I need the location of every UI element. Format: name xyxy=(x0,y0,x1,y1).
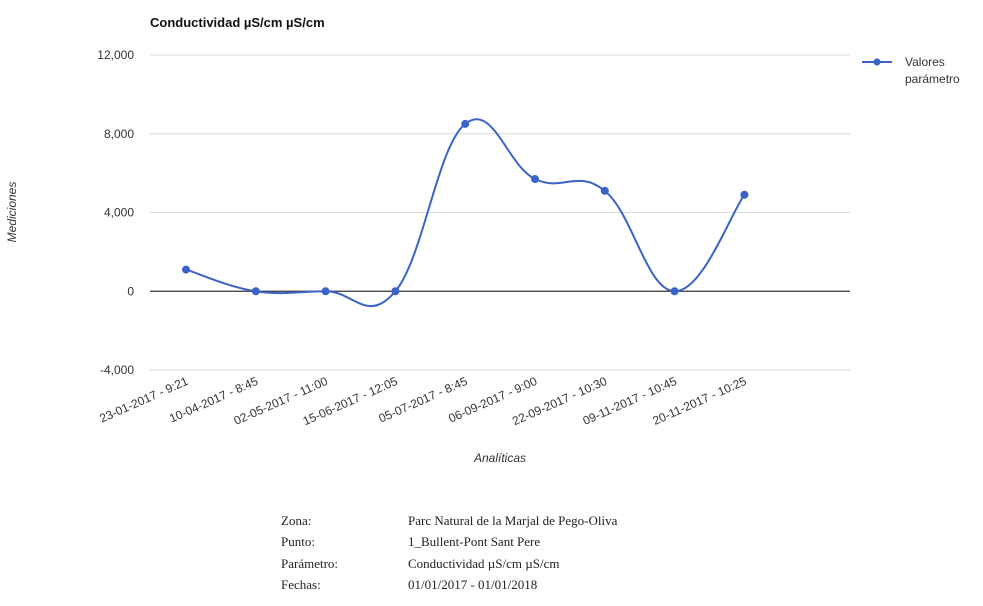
data-point xyxy=(670,287,679,296)
info-row: Zona: Parc Natural de la Marjal de Pego-O… xyxy=(281,510,617,532)
info-label: Parámetro: xyxy=(281,555,339,571)
info-row: Punto: 1_Bullent-Pont Sant Pere xyxy=(281,532,617,554)
data-point xyxy=(321,287,330,296)
data-point xyxy=(600,186,609,195)
y-tick-label: 12,000 xyxy=(97,48,134,62)
info-value: Parc Natural de la Marjal de Pego-Oliva xyxy=(408,512,618,528)
chart-title: Conductividad µS/cm µS/cm xyxy=(150,15,325,30)
info-table: Zona: Parc Natural de la Marjal de Pego-O… xyxy=(281,510,617,596)
info-row: Parámetro: Conductividad µS/cm µS/cm xyxy=(281,553,617,575)
legend-label: Valores parámetro xyxy=(905,55,960,86)
info-value: Conductividad µS/cm µS/cm xyxy=(408,555,560,571)
y-tick-label: 4,000 xyxy=(104,206,134,220)
info-label: Fechas: xyxy=(281,577,321,593)
grid-lines xyxy=(150,54,850,371)
series-line-layer xyxy=(182,118,749,308)
y-tick-label: 0 xyxy=(127,284,134,298)
y-tick-label: -4,000 xyxy=(100,363,134,377)
data-point xyxy=(182,265,190,274)
info-row: Fechas: 01/01/2017 - 01/01/2018 xyxy=(281,575,617,597)
info-label: Punto: xyxy=(281,534,315,550)
legend[interactable]: Valores parámetro xyxy=(862,55,960,86)
x-axis-title: Analíticas xyxy=(473,451,526,465)
info-value: 1_Bullent-Pont Sant Pere xyxy=(408,534,541,550)
data-point xyxy=(461,119,470,128)
conductivity-chart: Conductividad µS/cm µS/cm -4,000 0 4,000 8,… xyxy=(5,15,960,465)
data-point xyxy=(391,287,400,296)
info-value: 01/01/2017 - 01/01/2018 xyxy=(408,577,538,593)
legend-marker xyxy=(873,58,881,66)
y-axis-ticks: -4,000 0 4,000 8,000 12,000 xyxy=(97,48,134,377)
data-point xyxy=(251,287,260,296)
y-tick-label: 8,000 xyxy=(104,127,134,141)
data-point xyxy=(740,190,749,199)
info-label: Zona: xyxy=(281,512,312,528)
y-axis-title: Mediciones xyxy=(5,182,19,243)
data-point xyxy=(531,175,539,184)
